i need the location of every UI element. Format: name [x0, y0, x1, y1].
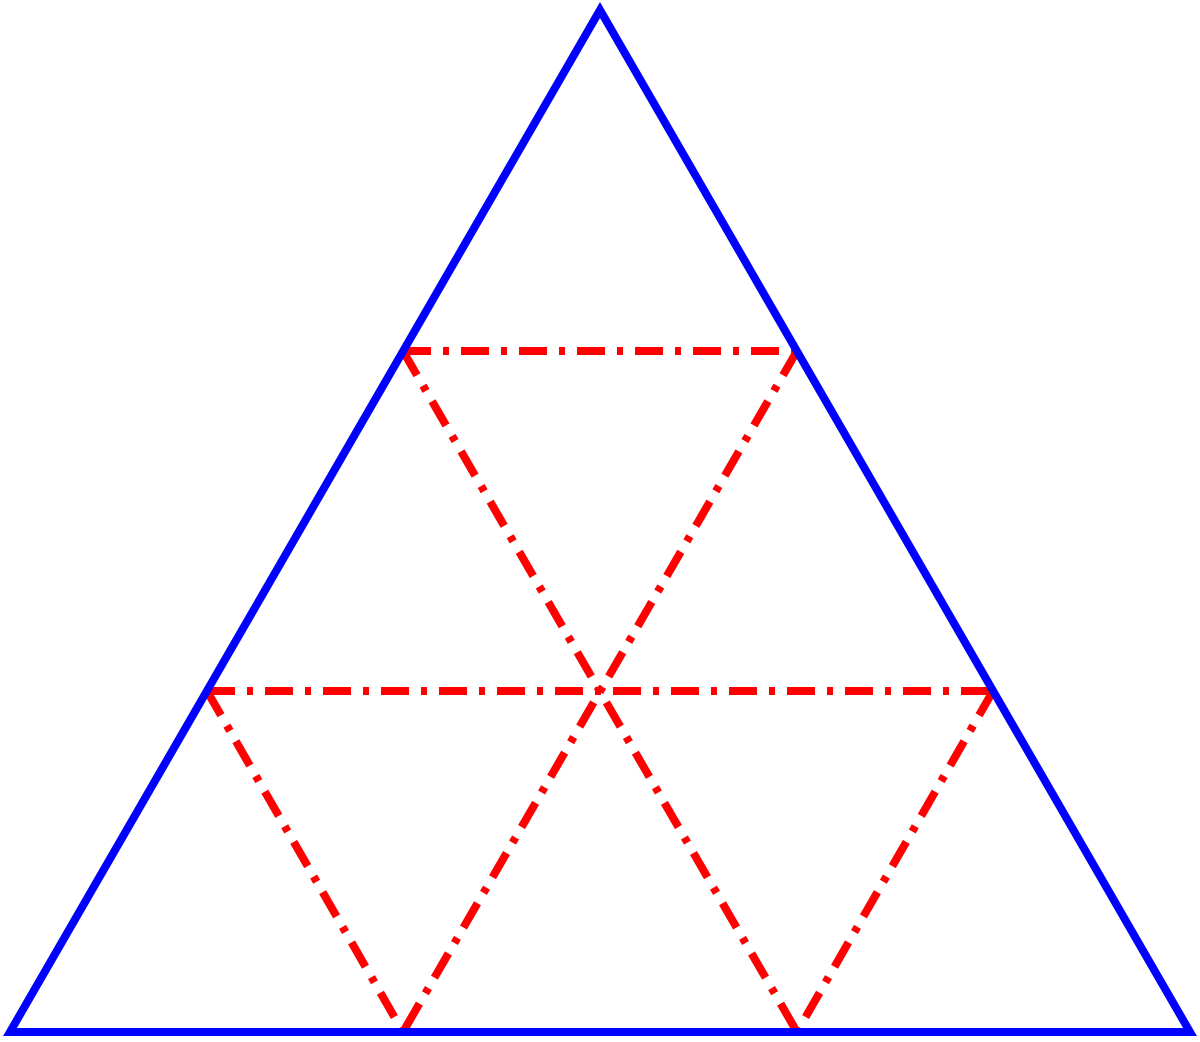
outer-triangle: [10, 10, 1190, 1032]
inner-subdivision-lines: [207, 351, 993, 1032]
triangle-subdivision-diagram: [0, 0, 1200, 1042]
inner-line-5: [797, 691, 993, 1032]
inner-line-3: [207, 691, 403, 1032]
